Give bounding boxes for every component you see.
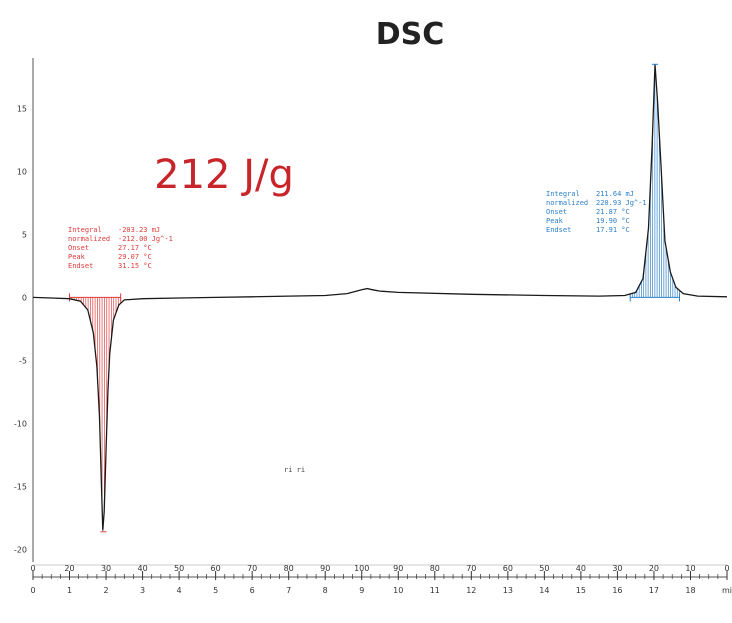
x-tick-label: 15 [576,586,586,595]
temp-tick-label: 90 [320,564,330,573]
peak-annotations: Integral -203.23 mJ normalized -212.00 Jg^… [68,190,647,270]
temp-tick-label: 60 [211,564,221,573]
axes [32,58,728,580]
annotation-label: normalized [546,199,588,207]
x-tick-label: 13 [503,586,513,595]
y-tick-label: 15 [17,104,27,113]
annotation-value: 21.87 °C [596,208,630,216]
enthalpy-label: 212 J/g [154,152,294,198]
peak-markers [100,63,659,533]
x-tick-label: 16 [612,586,622,595]
x-tick-label: 4 [177,586,182,595]
temp-tick-label: 30 [612,564,622,573]
annotation-value: -203.23 mJ [118,226,160,234]
x-tick-label: 1 [67,586,72,595]
x-tick-label: 18 [685,586,695,595]
annotation-label: Peak [546,217,564,225]
temp-tick-label: 90 [393,564,403,573]
annotation-label: Peak [68,253,86,261]
x-tick-label: 10 [393,586,403,595]
x-tick-label: 0 [30,586,35,595]
temp-tick-label: 0 [30,564,35,573]
x-tick-label: 17 [649,586,659,595]
temp-tick-label: 20 [64,564,74,573]
y-tick-label: 5 [22,230,27,239]
y-tick-label: -20 [14,545,27,554]
temp-tick-label: 50 [174,564,184,573]
integration-windows [69,69,681,507]
annotation-value: 17.91 °C [596,226,630,234]
x-tick-label: 14 [539,586,549,595]
annotation-value: -212.00 Jg^-1 [118,235,173,243]
annotation-value: 19.90 °C [596,217,630,225]
x-tick-label: 2 [104,586,109,595]
x-tick-label: 8 [323,586,328,595]
annotation-value: 211.64 mJ [596,190,634,198]
chart-title: DSC [376,17,445,52]
annotation-label: Integral [546,190,580,198]
temp-tick-label: 100 [354,564,369,573]
y-tick-label: -15 [14,482,27,491]
annotation-table: Integral -203.23 mJ normalized -212.00 Jg^… [68,226,173,270]
annotation-value: 31.15 °C [118,262,152,270]
x-tick-label: 5 [213,586,218,595]
annotation-label: Endset [546,226,571,234]
temp-tick-label: 30 [101,564,111,573]
x-tick-label: 9 [359,586,364,595]
y-tick-label: 0 [22,293,27,302]
annotation-value: 220.93 Jg^-1 [596,199,647,207]
temp-tick-label: 80 [430,564,440,573]
temp-tick-label: 10 [685,564,695,573]
x-tick-label: 11 [430,586,440,595]
y-tick-label: 10 [17,167,27,176]
annotation-label: Onset [68,244,89,252]
y-tick-label: -5 [19,356,27,365]
annotation-label: Integral [68,226,102,234]
x-tick-label: mi [722,586,732,595]
annotation-label: normalized [68,235,110,243]
y-tick-label: -10 [14,419,27,428]
x-tick-label: 3 [140,586,145,595]
temp-tick-label: 70 [247,564,257,573]
dsc-curve-line [32,64,728,531]
x-tick-label: 12 [466,586,476,595]
temp-tick-label: 60 [503,564,513,573]
temp-tick-label: 40 [576,564,586,573]
annotation-table: Integral 211.64 mJ normalized 220.93 Jg^-1… [546,190,647,234]
x-tick-label: 7 [286,586,291,595]
annotation-value: 29.07 °C [118,253,152,261]
temp-tick-label: 40 [137,564,147,573]
stray-mark: ri ri [284,466,305,474]
temp-tick-label: 20 [649,564,659,573]
temp-tick-label: 80 [284,564,294,573]
x-tick-label: 6 [250,586,255,595]
temp-tick-label: 70 [466,564,476,573]
temp-tick-label: 0 [724,564,729,573]
temp-tick-label: 50 [539,564,549,573]
annotation-value: 27.17 °C [118,244,152,252]
annotation-label: Onset [546,208,567,216]
dsc-curve [32,64,728,531]
annotation-label: Endset [68,262,93,270]
